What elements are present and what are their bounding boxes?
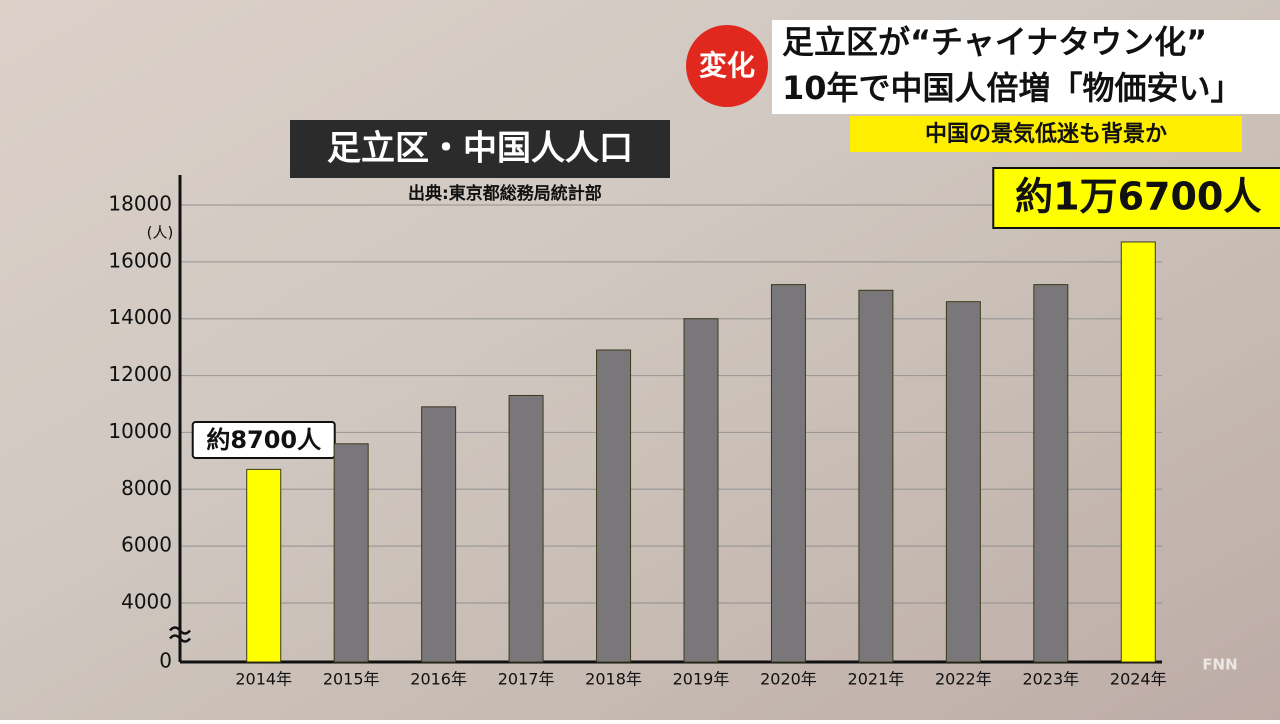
bar bbox=[770, 284, 806, 663]
x-tick-label: 2019年 bbox=[673, 670, 730, 689]
bar bbox=[858, 289, 894, 663]
bar bbox=[421, 406, 457, 663]
logo: FNN bbox=[1202, 656, 1237, 674]
bar bbox=[1033, 284, 1069, 663]
y-tick-label: 18000 bbox=[108, 192, 172, 216]
x-tick-label: 2018年 bbox=[585, 670, 642, 689]
x-tick-label: 2017年 bbox=[498, 670, 555, 689]
bar bbox=[1120, 241, 1156, 663]
x-tick-label: 2023年 bbox=[1022, 670, 1079, 689]
bar bbox=[683, 318, 719, 663]
bar bbox=[508, 394, 544, 663]
y-unit: (人) bbox=[147, 224, 174, 242]
bar bbox=[333, 443, 369, 663]
badge bbox=[686, 25, 768, 107]
x-tick-label: 2022年 bbox=[935, 670, 992, 689]
bar bbox=[945, 301, 981, 663]
bar bbox=[246, 468, 282, 663]
x-tick-label: 2020年 bbox=[760, 670, 817, 689]
bar bbox=[596, 349, 632, 663]
x-tick-label: 2021年 bbox=[848, 670, 905, 689]
x-tick-label: 2016年 bbox=[410, 670, 467, 689]
y-tick-label: 8000 bbox=[121, 476, 172, 500]
title-box bbox=[290, 120, 670, 178]
chart-title: 足立区・中国人人口 bbox=[327, 129, 633, 169]
value-label-box bbox=[992, 167, 1280, 229]
headline-line1: 足立区が“チャイナタウン化” bbox=[782, 23, 1207, 61]
headline-line2: 10年で中国人倍増「物価安い」 bbox=[782, 69, 1243, 107]
y-tick-label: 6000 bbox=[121, 533, 172, 557]
value-label: 約1万6700人 bbox=[1015, 175, 1261, 219]
y-tick-label: 0 bbox=[159, 649, 172, 673]
badge-text: 変化 bbox=[699, 49, 755, 82]
value-label: 約8700人 bbox=[206, 426, 321, 454]
axis-break bbox=[169, 626, 191, 643]
subline-box bbox=[850, 116, 1242, 152]
x-tick-label: 2024年 bbox=[1110, 670, 1167, 689]
y-tick-label: 16000 bbox=[108, 248, 172, 272]
x-tick-label: 2015年 bbox=[323, 670, 380, 689]
value-label-box bbox=[191, 421, 336, 459]
y-tick-label: 12000 bbox=[108, 362, 172, 386]
headline-box bbox=[772, 20, 1280, 114]
x-tick-label: 2014年 bbox=[235, 670, 292, 689]
chart: 0 4000 6000 8000 10000 12000 14000 16000 18000 20… bbox=[108, 167, 1280, 689]
y-tick-label: 10000 bbox=[108, 419, 172, 443]
subline: 中国の景気低迷も背景か bbox=[925, 121, 1167, 147]
source: 出典:東京都総務局統計部 bbox=[408, 183, 602, 204]
y-tick-label: 14000 bbox=[108, 305, 172, 329]
y-tick-label: 4000 bbox=[121, 590, 172, 614]
